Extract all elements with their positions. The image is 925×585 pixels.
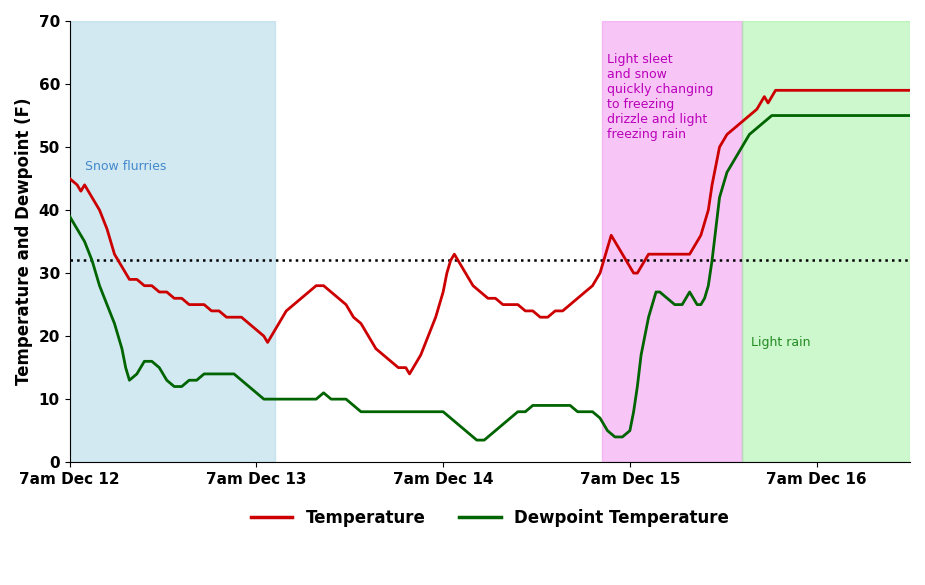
- Y-axis label: Temperature and Dewpoint (F): Temperature and Dewpoint (F): [15, 98, 33, 386]
- Bar: [742, 21, 910, 462]
- Text: Snow flurries: Snow flurries: [84, 160, 166, 173]
- Legend: Temperature, Dewpoint Temperature: Temperature, Dewpoint Temperature: [244, 502, 735, 533]
- Bar: [69, 21, 275, 462]
- Text: Light rain: Light rain: [751, 336, 811, 349]
- Text: Light sleet
and snow
quickly changing
to freezing
drizzle and light
freezing rai: Light sleet and snow quickly changing to…: [608, 53, 714, 140]
- Bar: [602, 21, 742, 462]
